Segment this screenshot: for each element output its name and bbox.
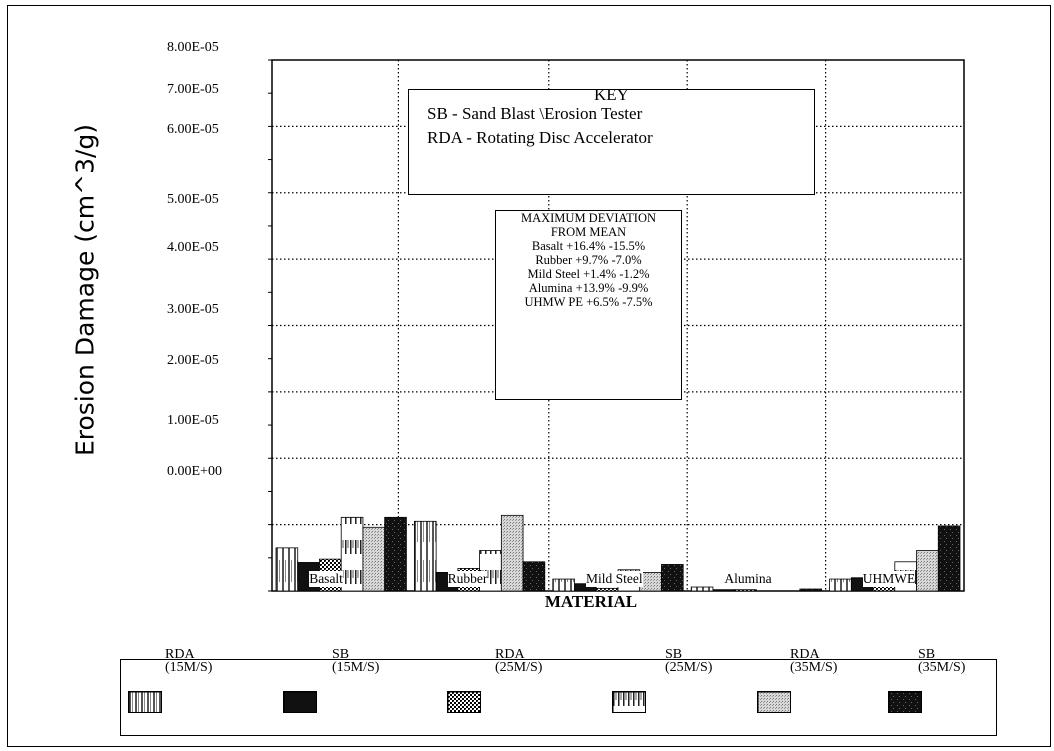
deviation-title: MAXIMUM DEVIATION	[520, 211, 657, 225]
deviation-row: Alumina +13.9% -9.9%	[528, 281, 649, 295]
y-tick-label: 4.00E-05	[167, 240, 219, 255]
bar-sb-25m-s--basalt	[340, 516, 364, 592]
bar-rda-15m-s--rubber	[413, 520, 437, 592]
bar-rda-15m-s--basalt	[275, 547, 299, 592]
chart-frame	[7, 5, 1051, 747]
legend-label: SB (25M/S)	[665, 647, 713, 675]
legend-swatch	[447, 691, 481, 713]
y-tick-label: 6.00E-05	[167, 122, 219, 137]
deviation-subtitle: FROM MEAN	[550, 225, 627, 239]
key-title: KEY	[594, 85, 629, 104]
legend-label: RDA (15M/S)	[165, 647, 213, 675]
bar-rda-15m-s--alumina	[690, 586, 714, 592]
legend-swatch	[128, 691, 162, 713]
deviation-row: Basalt +16.4% -15.5%	[531, 239, 646, 253]
key-line-rda: RDA - Rotating Disc Accelerator	[427, 128, 653, 147]
legend	[120, 659, 997, 736]
deviation-row: Mild Steel +1.4% -1.2%	[527, 267, 650, 281]
legend-swatch	[757, 691, 791, 713]
y-tick-label: 7.00E-05	[167, 82, 219, 97]
y-tick-label: 0.00E+00	[167, 464, 222, 479]
bar-rda-25m-s--mild-steel	[595, 587, 619, 592]
legend-swatch	[283, 691, 317, 713]
bar-sb-15m-s--alumina	[712, 589, 736, 592]
y-tick-label: 5.00E-05	[167, 192, 219, 207]
bar-sb-35m-s--uhmwe	[937, 525, 961, 592]
y-axis-label: Erosion Damage (cm^3/g)	[70, 123, 100, 457]
key-line-sb: SB - Sand Blast \Erosion Tester	[427, 104, 643, 123]
deviation-box: MAXIMUM DEVIATION FROM MEAN Basalt +16.4…	[495, 210, 682, 400]
bar-rda-35m-s--uhmwe	[916, 550, 939, 592]
key-box: KEY SB - Sand Blast \Erosion Tester RDA …	[408, 85, 815, 195]
bar-rda-15m-s--uhmwe	[829, 578, 852, 592]
y-tick-label: 3.00E-05	[167, 302, 219, 317]
category-label: Mild Steel	[586, 571, 643, 587]
legend-swatch	[888, 691, 922, 713]
legend-label: SB (15M/S)	[332, 647, 380, 675]
bar-sb-35m-s--alumina	[799, 588, 822, 592]
category-label: Alumina	[724, 571, 772, 587]
category-label: Rubber	[447, 571, 488, 587]
bars	[275, 514, 961, 592]
bar-sb-35m-s--mild-steel	[661, 564, 684, 592]
deviation-row: UHMW PE +6.5% -7.5%	[524, 295, 653, 309]
y-tick-label: 2.00E-05	[167, 353, 219, 368]
category-label: UHMWE	[862, 571, 916, 587]
x-axis-label: MATERIAL	[544, 592, 638, 611]
legend-label: SB (35M/S)	[918, 647, 966, 675]
bar-sb-35m-s--rubber	[522, 561, 546, 592]
bar-rda-15m-s--mild-steel	[552, 578, 575, 592]
category-label: Basalt	[309, 571, 343, 587]
legend-label: RDA (35M/S)	[790, 647, 838, 675]
bar-rda-35m-s--basalt	[362, 526, 386, 592]
y-tick-label: 1.00E-05	[167, 413, 219, 428]
bar-sb-15m-s--mild-steel	[574, 583, 597, 592]
bar-rda-35m-s--rubber	[500, 514, 524, 592]
bar-rda-25m-s--alumina	[734, 589, 757, 592]
legend-swatch	[612, 691, 646, 713]
deviation-row: Rubber +9.7% -7.0%	[535, 253, 642, 267]
legend-label: RDA (25M/S)	[495, 647, 543, 675]
y-tick-label: 8.00E-05	[167, 40, 219, 55]
bar-sb-35m-s--basalt	[384, 516, 407, 592]
